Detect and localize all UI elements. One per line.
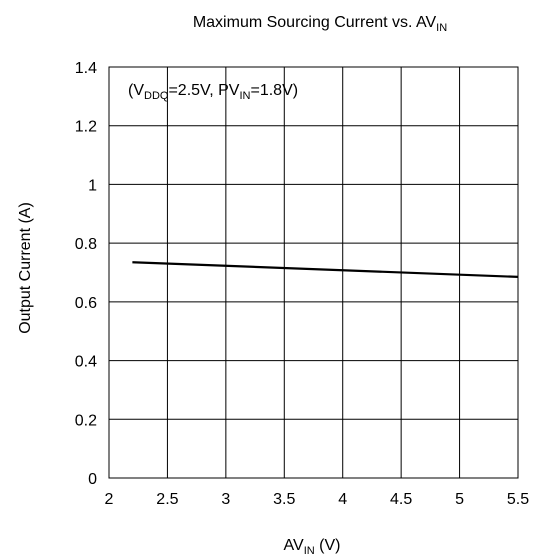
x-tick-label: 4.5 xyxy=(390,491,412,508)
x-tick-label: 5.5 xyxy=(507,491,529,508)
y-tick-label: 1 xyxy=(88,177,97,194)
x-axis-label: AVIN (V) xyxy=(284,537,341,556)
grid xyxy=(108,66,519,479)
y-tick-label: 0.8 xyxy=(75,236,97,253)
x-tick-label: 2.5 xyxy=(156,491,178,508)
y-tick-label: 0.2 xyxy=(75,412,97,429)
chart-title: Maximum Sourcing Current vs. AVIN xyxy=(193,14,447,34)
y-tick-label: 1.2 xyxy=(75,119,97,136)
x-tick-label: 4 xyxy=(338,491,347,508)
x-tick-label: 3 xyxy=(221,491,230,508)
y-axis-label: Output Current (A) xyxy=(17,202,34,334)
series-group xyxy=(132,261,519,279)
x-tick-label: 5 xyxy=(455,491,464,508)
y-tick-label: 0.4 xyxy=(75,354,97,371)
y-axis-ticks: 0 0.2 0.4 0.6 0.8 1 1.2 1.4 xyxy=(75,60,97,488)
y-tick-label: 1.4 xyxy=(75,60,97,77)
series-line-output-current xyxy=(132,261,519,279)
y-tick-label: 0.6 xyxy=(75,295,97,312)
x-tick-label: 3.5 xyxy=(273,491,295,508)
x-tick-label: 2 xyxy=(105,491,114,508)
conditions-annotation: (VDDQ=2.5V, PVIN=1.8V) xyxy=(128,82,298,102)
x-axis-ticks: 2 2.5 3 3.5 4 4.5 5 5.5 xyxy=(105,491,530,508)
y-tick-label: 0 xyxy=(88,471,97,488)
plot-frame xyxy=(108,66,519,479)
